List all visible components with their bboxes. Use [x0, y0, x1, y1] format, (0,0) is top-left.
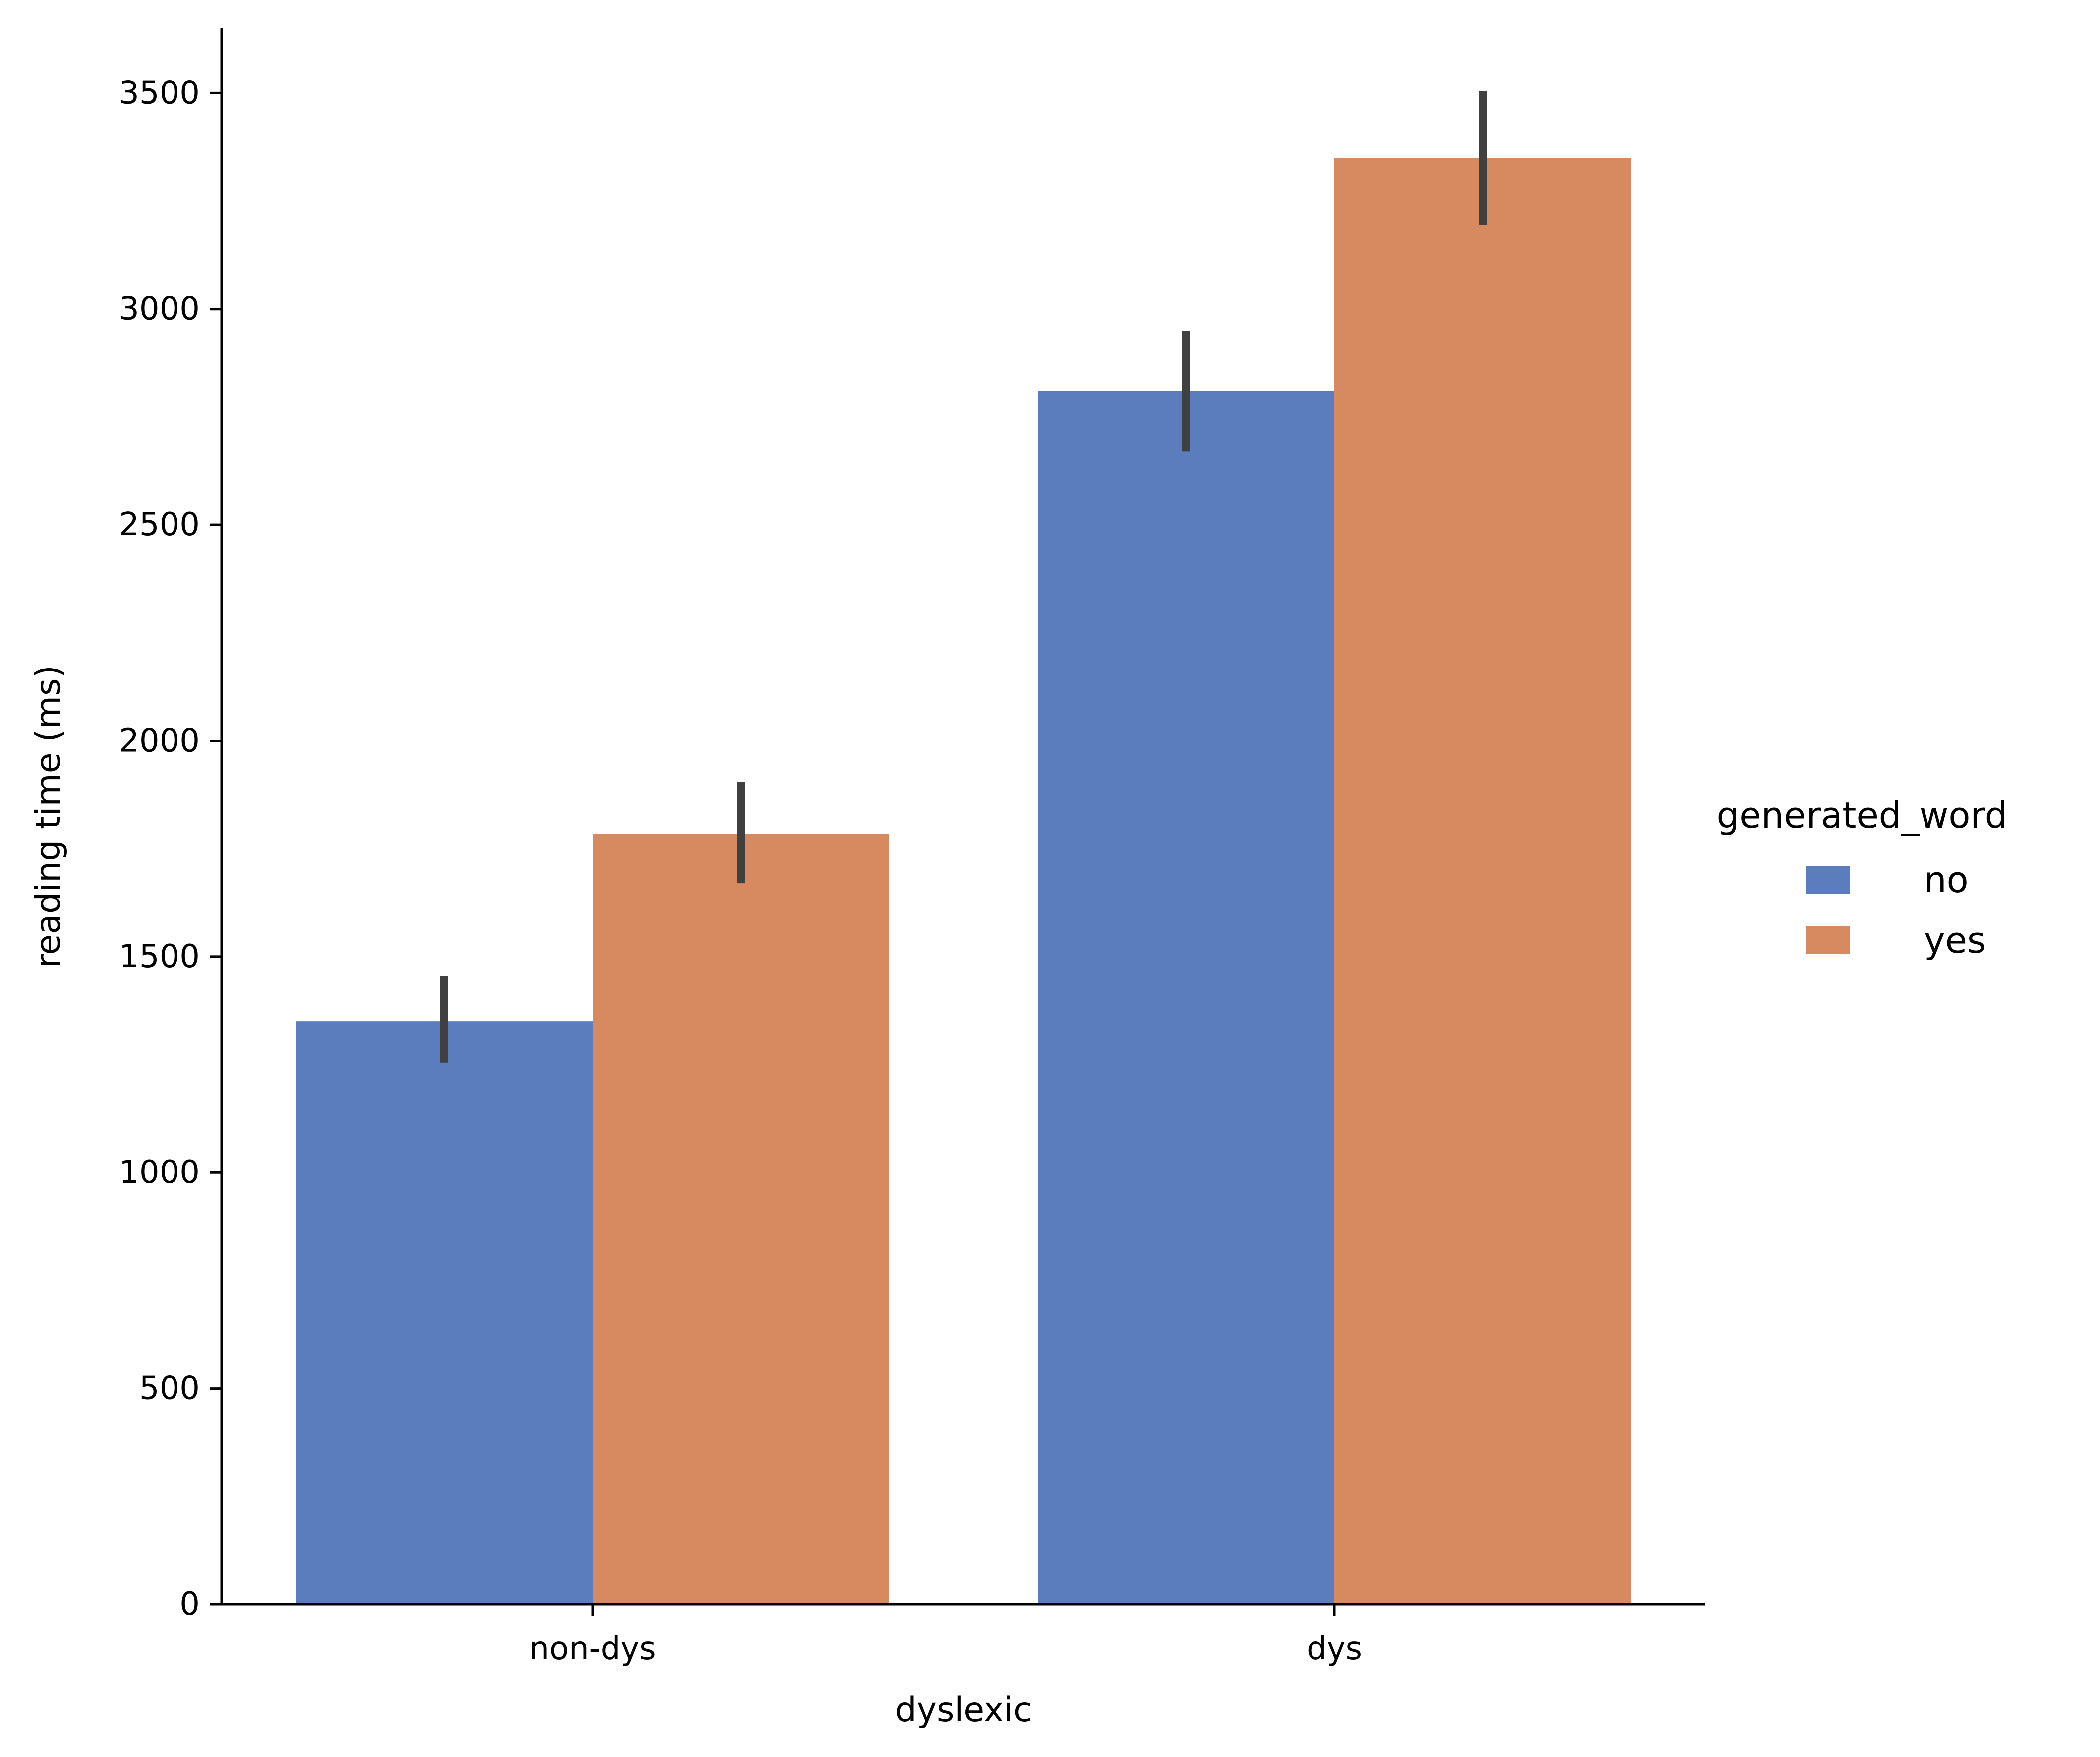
y-tick-label: 3500 [119, 75, 200, 111]
y-tick-label: 0 [179, 1586, 200, 1623]
y-tick-label: 2500 [119, 506, 200, 543]
legend-swatch-no [1806, 866, 1850, 894]
y-tick-label: 3000 [119, 291, 200, 328]
legend-label-yes: yes [1924, 920, 1986, 961]
x-axis-label: dyslexic [895, 1690, 1032, 1730]
axes-layer [220, 28, 1705, 1606]
legend: generated_word no yes [1717, 794, 2008, 961]
y-tick-label: 500 [139, 1370, 200, 1407]
legend-title: generated_word [1717, 794, 2008, 836]
y-axis-label: reading time (ms) [29, 665, 68, 968]
bar-dys-no [1038, 391, 1334, 1604]
y-ticks: 0 500 1000 1500 2000 2500 3000 3500 [119, 75, 222, 1623]
bar-non-dys-yes [593, 834, 889, 1604]
y-tick-label: 1500 [119, 938, 200, 975]
legend-items: no yes [1806, 859, 1986, 961]
y-tick-label: 1000 [119, 1154, 200, 1191]
x-tick-label: non-dys [529, 1630, 656, 1667]
bar-dys-yes [1334, 158, 1631, 1604]
x-ticks: non-dys dys [529, 1604, 1362, 1667]
x-tick-label: dys [1307, 1630, 1362, 1667]
legend-label-no: no [1924, 859, 1969, 901]
y-tick-label: 2000 [119, 722, 200, 759]
bar-non-dys-no [296, 1021, 593, 1604]
bars-layer [296, 158, 1631, 1604]
legend-swatch-yes [1806, 926, 1850, 954]
errorbars-layer [440, 90, 1487, 1063]
